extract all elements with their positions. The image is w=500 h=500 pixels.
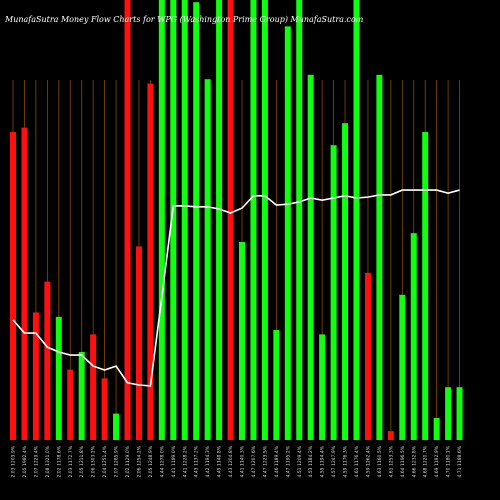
bar <box>204 79 211 440</box>
x-tick-label: 2.05 1248.9% <box>148 445 154 477</box>
bar <box>456 387 463 440</box>
x-tick-label: 2.08 1321.0% <box>45 445 51 477</box>
x-tick-label: 4.59 1262.4% <box>365 445 371 477</box>
x-tick-label: 2.07 1285.9% <box>114 445 120 477</box>
x-tick-label: 4.43 1204.8% <box>228 445 234 477</box>
x-tick-label: 4.59 1176.3% <box>343 445 349 477</box>
bar <box>239 242 245 440</box>
bar <box>101 378 108 440</box>
bar <box>364 272 371 440</box>
bar <box>422 132 429 440</box>
x-tick-label: 2.03 1203.9% <box>11 445 17 477</box>
x-tick-label: 2.07 1229.4% <box>33 445 39 477</box>
bar <box>193 2 200 440</box>
x-tick-label: 4.61 1253.3% <box>388 445 394 477</box>
x-tick-label: 4.63 1160.5% <box>377 445 383 477</box>
x-tick-label: 4.66 1232.8% <box>411 445 417 477</box>
bar <box>124 0 131 440</box>
bar <box>330 145 337 440</box>
bar <box>181 0 188 440</box>
bar <box>135 246 142 440</box>
bar <box>113 413 120 440</box>
x-tick-label: 4.41 1189.0% <box>171 445 177 477</box>
x-tick-label: 4.69 1192.9% <box>434 445 440 477</box>
bar <box>32 312 39 440</box>
bar <box>353 0 360 440</box>
bar <box>445 387 452 440</box>
bar <box>227 0 234 440</box>
x-tick-label: 4.43 1137.2% <box>194 445 200 477</box>
x-tick-label: 4.64 1196.5% <box>400 445 406 477</box>
x-tick-label: 4.71 1188.6% <box>457 445 463 477</box>
bar <box>216 0 223 440</box>
x-tick-label: 4.46 1189.4% <box>274 445 280 477</box>
bar <box>433 418 440 440</box>
x-tick-label: 4.45 1148.8% <box>217 445 223 477</box>
bar <box>284 26 291 441</box>
x-tick-label: 2.02 1178.6% <box>56 445 62 477</box>
bar <box>10 132 16 440</box>
x-tick-label: 2.02 1129.0% <box>125 445 131 477</box>
money-flow-line <box>12 189 460 387</box>
x-tick-label: 2.04 1251.4% <box>102 445 108 477</box>
x-tick-label: 4.61 1176.4% <box>354 445 360 477</box>
bar <box>78 352 85 440</box>
bar <box>250 0 257 440</box>
x-tick-label: 4.68 1220.7% <box>423 445 429 477</box>
bar <box>296 0 303 440</box>
bar <box>158 0 165 440</box>
bar <box>67 369 74 440</box>
bar <box>376 74 383 441</box>
x-tick-label: 4.44 1278.0% <box>159 445 165 477</box>
bar <box>261 0 268 440</box>
x-tick-label: 4.53 1184.2% <box>308 445 314 477</box>
bar <box>170 0 177 440</box>
x-tick-label: 4.47 1195.2% <box>285 445 291 477</box>
bar <box>21 127 28 440</box>
x-tick-label: 4.70 1180.1% <box>446 445 452 477</box>
bar <box>147 83 154 440</box>
bar <box>44 281 51 440</box>
x-tick-label: 4.51 1209.4% <box>297 445 303 477</box>
x-tick-label: 4.41 1140.3% <box>240 445 246 477</box>
x-tick-label: 2.05 1982.4% <box>22 445 28 477</box>
bar <box>319 334 326 440</box>
bar <box>399 294 406 440</box>
bar <box>387 431 394 440</box>
bar <box>55 316 62 440</box>
bar <box>410 233 417 440</box>
chart-title: MunafaSutra Money Flow Charts for WPG (W… <box>4 15 364 24</box>
x-tick-label: 4.47 1223.5% <box>262 445 268 477</box>
bar <box>90 334 97 440</box>
x-tick-label: 4.47 1207.6% <box>251 445 257 477</box>
x-tick-label: 4.55 1194.4% <box>320 445 326 477</box>
x-tick-label: 4.42 1194.3% <box>205 445 211 477</box>
x-tick-label: 2.06 1303.2% <box>91 445 97 477</box>
x-tick-label: 2.06 1254.2% <box>136 445 142 477</box>
x-tick-label: 4.57 1247.9% <box>331 445 337 477</box>
bar <box>307 74 314 441</box>
bar <box>273 330 280 440</box>
x-tick-label: 2.03 1172.7% <box>68 445 74 477</box>
x-tick-label: 2.05 1211.8% <box>79 445 85 477</box>
x-tick-label: 4.41 1228.2% <box>182 445 188 477</box>
bar <box>342 123 349 440</box>
